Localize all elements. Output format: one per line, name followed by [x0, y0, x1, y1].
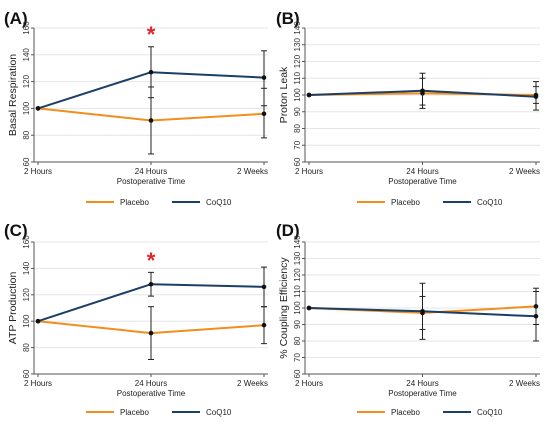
y-axis-label: ATP Production: [7, 272, 19, 345]
y-tick-label: 90: [293, 320, 302, 329]
data-point: [261, 284, 267, 290]
y-tick-label: 110: [293, 71, 302, 84]
y-axis-label: Proton Leak: [278, 66, 290, 123]
x-tick-label: 2 Hours: [24, 167, 52, 176]
legend-label-coq10: CoQ10: [206, 198, 232, 207]
x-tick-label: 2 Weeks: [237, 379, 268, 388]
y-tick-label: 60: [22, 157, 31, 166]
panel-label: (B): [276, 9, 300, 28]
y-tick-label: 60: [293, 157, 302, 166]
data-point: [420, 88, 425, 94]
y-tick-label: 120: [293, 54, 302, 68]
data-point: [261, 75, 267, 80]
x-tick-label: 24 Hours: [135, 167, 167, 176]
legend-label-placebo: Placebo: [391, 198, 420, 207]
data-point: [261, 322, 267, 328]
panel-label: (D): [276, 221, 300, 240]
y-tick-label: 80: [293, 336, 302, 345]
data-point: [35, 318, 41, 324]
data-point: [533, 94, 539, 99]
y-axis-label: Basal Respiration: [7, 54, 19, 136]
significance-star: *: [147, 22, 156, 47]
data-point: [306, 305, 312, 311]
x-tick-label: 24 Hours: [406, 167, 438, 176]
x-tick-label: 2 Weeks: [509, 379, 540, 388]
y-tick-label: 80: [22, 343, 31, 352]
y-axis-label: % Coupling Efficiency: [278, 257, 290, 359]
legend: Placebo CoQ10: [357, 198, 503, 207]
y-tick-label: 100: [293, 301, 302, 315]
chart-panel-1: (A) 60 80 100 120 140 160 Basal Respiration 2 Ho…: [4, 9, 268, 207]
y-tick-label: 100: [22, 101, 31, 115]
y-tick-label: 100: [22, 314, 31, 328]
data-point: [306, 92, 312, 98]
x-tick-label: 2 Hours: [295, 379, 323, 388]
panel-label: (C): [4, 221, 28, 240]
y-tick-label: 120: [22, 288, 31, 302]
data-point: [35, 106, 41, 111]
y-tick-label: 140: [22, 261, 31, 275]
y-tick-label: 60: [22, 369, 31, 378]
data-point: [148, 281, 154, 287]
x-axis-label: Postoperative Time: [388, 177, 457, 186]
y-tick-label: 70: [293, 353, 302, 362]
y-tick-label: 90: [293, 107, 302, 116]
data-point: [420, 309, 425, 314]
y-tick-label: 140: [293, 235, 302, 249]
y-tick-label: 100: [293, 88, 302, 102]
y-tick-label: 60: [293, 369, 302, 378]
y-tick-label: 120: [293, 268, 302, 282]
y-tick-label: 70: [293, 140, 302, 149]
x-axis-label: Postoperative Time: [117, 177, 186, 186]
y-tick-label: 80: [22, 130, 31, 139]
legend-label-coq10: CoQ10: [477, 198, 503, 207]
y-tick-label: 130: [293, 38, 302, 52]
legend: Placebo CoQ10: [357, 408, 503, 417]
chart-panel-2: (B) 60 70 80 90 100 110 120 130 140 Proton Leak 2 H…: [276, 9, 540, 207]
x-axis-label: Postoperative Time: [388, 389, 457, 398]
legend-label-placebo: Placebo: [391, 408, 420, 417]
y-tick-label: 160: [22, 21, 31, 35]
significance-star: *: [147, 248, 156, 273]
panel-label: (A): [4, 9, 28, 28]
legend: Placebo CoQ10: [86, 198, 232, 207]
y-tick-label: 160: [22, 235, 31, 249]
data-point: [148, 69, 154, 75]
y-tick-label: 120: [22, 74, 31, 88]
x-tick-label: 2 Weeks: [509, 167, 540, 176]
legend: Placebo CoQ10: [86, 408, 232, 417]
y-tick-label: 80: [293, 124, 302, 133]
y-tick-label: 110: [293, 285, 302, 298]
legend-label-placebo: Placebo: [120, 198, 149, 207]
y-tick-label: 130: [293, 251, 302, 265]
chart-panel-3: (C) 60 80 100 120 140 160 ATP Production 2 Hours…: [4, 221, 268, 417]
legend-label-placebo: Placebo: [120, 408, 149, 417]
x-tick-label: 24 Hours: [135, 379, 167, 388]
x-tick-label: 2 Weeks: [237, 167, 268, 176]
data-point: [148, 330, 154, 336]
x-tick-label: 24 Hours: [406, 379, 438, 388]
y-tick-label: 140: [293, 21, 302, 35]
legend-label-coq10: CoQ10: [206, 408, 232, 417]
legend-label-coq10: CoQ10: [477, 408, 503, 417]
data-point: [148, 118, 154, 123]
x-tick-label: 2 Hours: [24, 379, 52, 388]
chart-panel-4: (D) 60 70 80 90 100 110 120 130 140% Coupling Eff…: [276, 221, 540, 417]
data-point: [261, 111, 267, 117]
x-tick-label: 2 Hours: [295, 167, 323, 176]
x-axis-label: Postoperative Time: [117, 389, 186, 398]
data-point: [533, 313, 539, 319]
y-tick-label: 140: [22, 48, 31, 62]
